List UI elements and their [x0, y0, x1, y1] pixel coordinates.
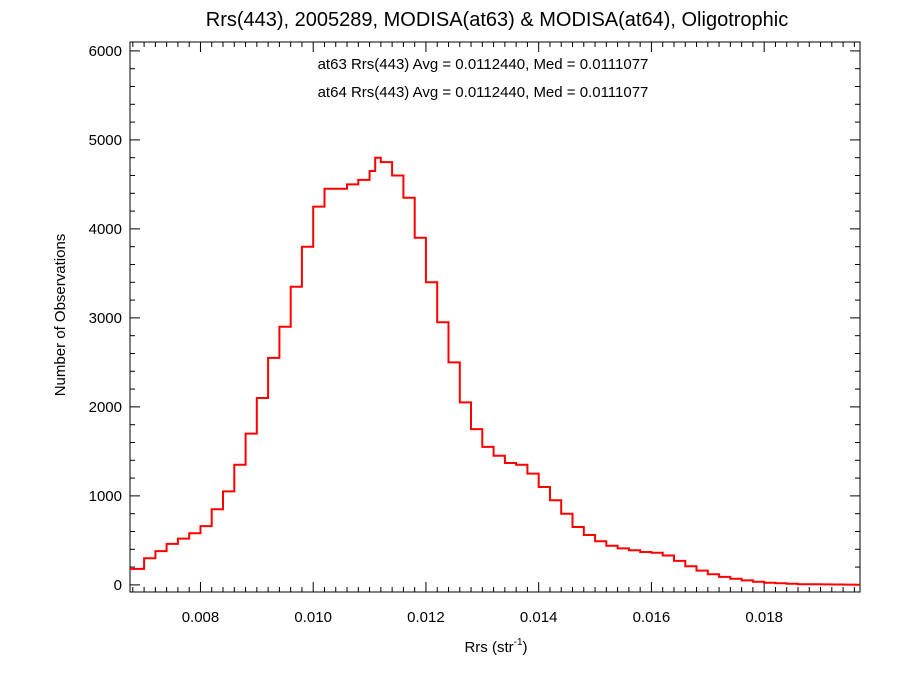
- plot-frame: [129, 41, 861, 593]
- x-axis-label-base: Rrs (str: [464, 639, 513, 656]
- x-tick-label: 0.018: [745, 609, 783, 626]
- x-tick-label: 0.010: [294, 609, 332, 626]
- plot-area: 0.008 0.010 0.012 0.014 0.016 0.018 0 1000 2000 3…: [89, 41, 861, 626]
- x-axis-label-end: ): [523, 639, 528, 656]
- x-tick-label: 0.012: [407, 609, 445, 626]
- y-tick-label: 3000: [89, 310, 122, 327]
- y-tick-label: 0: [114, 577, 122, 594]
- y-tick-label: 2000: [89, 399, 122, 416]
- x-axis-label: Rrs (str-1): [464, 637, 527, 656]
- x-tick-label: 0.008: [182, 609, 220, 626]
- y-tick-label: 6000: [89, 43, 122, 60]
- x-axis-label-sup: -1: [514, 637, 523, 648]
- x-tick-label: 0.016: [633, 609, 671, 626]
- annotation-at63: at63 Rrs(443) Avg = 0.0112440, Med = 0.0…: [318, 56, 649, 73]
- x-tick-label: 0.014: [520, 609, 558, 626]
- y-tick-label: 1000: [89, 488, 122, 505]
- y-axis-label: Number of Observations: [52, 234, 69, 397]
- chart-title: Rrs(443), 2005289, MODISA(at63) & MODISA…: [206, 9, 788, 31]
- y-tick-label: 5000: [89, 132, 122, 149]
- annotation-at64: at64 Rrs(443) Avg = 0.0112440, Med = 0.0…: [318, 84, 649, 101]
- series-line: [130, 156, 860, 586]
- y-tick-label: 4000: [89, 221, 122, 238]
